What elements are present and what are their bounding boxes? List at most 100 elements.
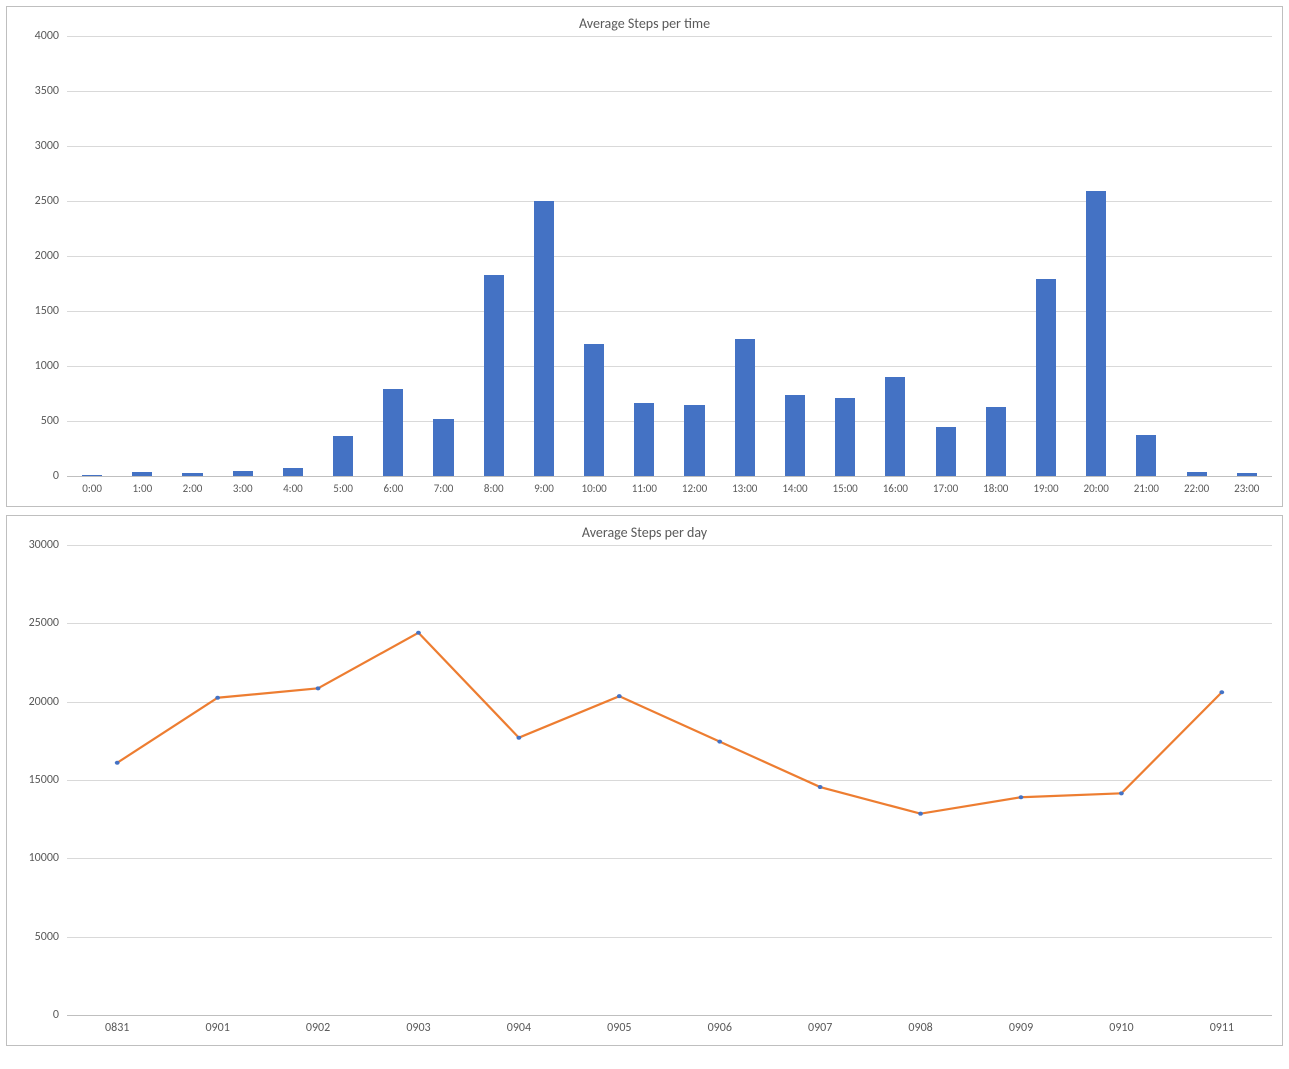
bar-slot: [1121, 36, 1171, 476]
x-tick-label: 17:00: [920, 482, 970, 495]
x-tick-label: 1:00: [117, 482, 167, 495]
x-tick-label: 0:00: [67, 482, 117, 495]
bar: [986, 407, 1006, 476]
data-marker: [1119, 791, 1124, 795]
y-tick-label: 30000: [29, 538, 59, 552]
bar-slot: [368, 36, 418, 476]
x-tick-label: 19:00: [1021, 482, 1071, 495]
x-tick-label: 0906: [670, 1021, 770, 1035]
x-tick-label: 0908: [870, 1021, 970, 1035]
bar-slot: [870, 36, 920, 476]
x-tick-label: 15:00: [820, 482, 870, 495]
bar: [182, 473, 202, 476]
x-tick-label: 0911: [1172, 1021, 1272, 1035]
y-tick-label: 25000: [29, 616, 59, 630]
x-tick-label: 6:00: [368, 482, 418, 495]
y-tick-label: 0: [53, 469, 59, 483]
x-tick-label: 7:00: [418, 482, 468, 495]
y-tick-label: 4000: [35, 29, 59, 43]
x-tick-label: 22:00: [1171, 482, 1221, 495]
bars-group: [67, 36, 1272, 476]
bar-slot: [720, 36, 770, 476]
y-tick-label: 10000: [29, 851, 59, 865]
bar: [735, 339, 755, 477]
bar-slot: [469, 36, 519, 476]
bar-slot: [167, 36, 217, 476]
x-tick-label: 16:00: [870, 482, 920, 495]
bar: [684, 405, 704, 477]
bar: [1136, 435, 1156, 476]
x-tick-label: 20:00: [1071, 482, 1121, 495]
bar: [383, 389, 403, 476]
data-marker: [316, 686, 321, 690]
data-marker: [717, 740, 722, 744]
grid-line: [67, 476, 1272, 477]
x-labels: 0831090109020903090409050906090709080909…: [67, 1021, 1272, 1035]
y-tick-label: 1500: [35, 304, 59, 318]
x-tick-label: 5:00: [318, 482, 368, 495]
bar-slot: [1171, 36, 1221, 476]
bar: [433, 419, 453, 476]
bar: [1237, 473, 1257, 476]
x-tick-label: 3:00: [218, 482, 268, 495]
x-tick-label: 9:00: [519, 482, 569, 495]
bar: [1187, 472, 1207, 476]
x-tick-label: 0910: [1071, 1021, 1171, 1035]
data-marker: [215, 696, 220, 700]
bar: [82, 475, 102, 476]
bar-slot: [117, 36, 167, 476]
x-tick-label: 2:00: [167, 482, 217, 495]
x-tick-label: 0904: [469, 1021, 569, 1035]
bar-slot: [318, 36, 368, 476]
line-svg: [67, 545, 1272, 1015]
line-chart-plot: 0500010000150002000025000300000831090109…: [67, 545, 1272, 1015]
line-series: [117, 633, 1222, 814]
data-marker: [516, 736, 521, 740]
grid-line: [67, 1015, 1272, 1016]
x-tick-label: 23:00: [1222, 482, 1272, 495]
x-tick-label: 8:00: [469, 482, 519, 495]
data-marker: [818, 785, 823, 789]
x-tick-label: 0905: [569, 1021, 669, 1035]
bar-slot: [971, 36, 1021, 476]
bar-slot: [268, 36, 318, 476]
bar: [534, 201, 554, 476]
bar-slot: [418, 36, 468, 476]
x-tick-label: 0902: [268, 1021, 368, 1035]
bar-slot: [569, 36, 619, 476]
y-tick-label: 3000: [35, 139, 59, 153]
bar: [835, 398, 855, 476]
bar: [936, 427, 956, 477]
bar-slot: [1071, 36, 1121, 476]
bar: [233, 471, 253, 477]
y-tick-label: 2000: [35, 249, 59, 263]
bar-slot: [67, 36, 117, 476]
bar-slot: [1222, 36, 1272, 476]
bar-slot: [1021, 36, 1071, 476]
x-labels: 0:001:002:003:004:005:006:007:008:009:00…: [67, 482, 1272, 495]
x-tick-label: 11:00: [619, 482, 669, 495]
data-marker: [1219, 690, 1224, 694]
bar: [885, 377, 905, 476]
x-tick-label: 14:00: [770, 482, 820, 495]
bar: [283, 468, 303, 476]
x-tick-label: 0909: [971, 1021, 1071, 1035]
x-tick-label: 13:00: [720, 482, 770, 495]
y-tick-label: 5000: [35, 930, 59, 944]
bar: [634, 403, 654, 476]
x-tick-label: 21:00: [1121, 482, 1171, 495]
x-tick-label: 10:00: [569, 482, 619, 495]
x-tick-label: 4:00: [268, 482, 318, 495]
bar-chart-title: Average Steps per time: [7, 7, 1282, 36]
y-tick-label: 15000: [29, 773, 59, 787]
y-tick-label: 20000: [29, 695, 59, 709]
bar-chart-container: Average Steps per time 05001000150020002…: [6, 6, 1283, 507]
line-chart-container: Average Steps per day 050001000015000200…: [6, 515, 1283, 1046]
x-tick-label: 18:00: [971, 482, 1021, 495]
data-marker: [416, 631, 421, 635]
bar-chart-plot: 050010001500200025003000350040000:001:00…: [67, 36, 1272, 476]
data-marker: [1019, 795, 1024, 799]
y-tick-label: 500: [41, 414, 59, 428]
bar-slot: [519, 36, 569, 476]
bar: [1086, 191, 1106, 476]
